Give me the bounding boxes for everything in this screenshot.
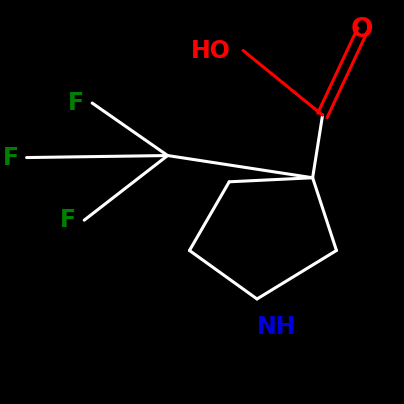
Text: F: F	[60, 208, 76, 232]
Text: F: F	[2, 145, 19, 170]
Text: NH: NH	[257, 315, 297, 339]
Text: O: O	[351, 17, 374, 43]
Text: HO: HO	[191, 38, 231, 63]
Text: F: F	[68, 91, 84, 115]
